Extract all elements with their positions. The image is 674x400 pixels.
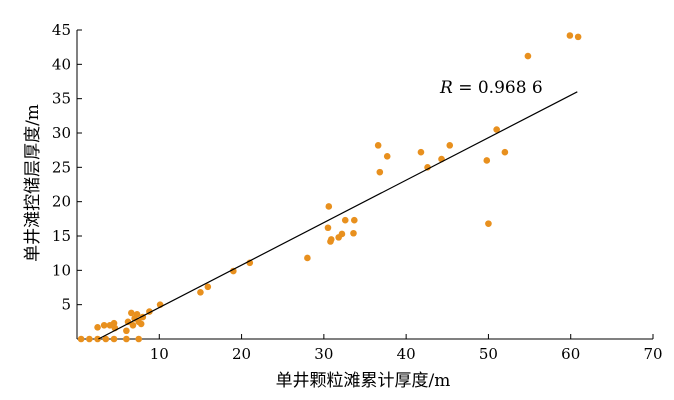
data-point: [135, 335, 143, 343]
ticks: 10 20 30 40 50 60 70 5 10 15 20 25 30 35 40 45: [52, 21, 663, 363]
data-point: [197, 289, 204, 296]
y-tick-label: 45: [52, 21, 71, 39]
axes: [76, 30, 653, 340]
data-point: [86, 335, 93, 343]
data-point: [77, 335, 85, 343]
data-point: [327, 236, 335, 243]
correlation-symbol: R: [439, 78, 453, 98]
data-point: [350, 229, 357, 237]
data-point: [566, 32, 574, 39]
data-point: [129, 321, 137, 329]
data-point: [94, 335, 101, 343]
data-point: [128, 309, 135, 317]
data-point: [341, 216, 349, 224]
correlation-annotation: R = 0.968 6: [439, 78, 543, 98]
trendline-group: [98, 91, 578, 340]
y-axis-title: 单井滩控储层厚度/m: [23, 104, 43, 262]
y-tick-label: 25: [52, 158, 71, 176]
data-point: [304, 254, 311, 262]
data-point: [574, 33, 582, 41]
x-tick-label: 40: [397, 345, 416, 363]
data-point: [100, 321, 108, 329]
data-point: [137, 320, 145, 328]
data-point: [110, 335, 118, 343]
data-point: [446, 142, 454, 149]
data-point: [338, 230, 346, 238]
x-tick-label: 60: [561, 345, 580, 363]
data-point: [493, 126, 500, 133]
data-point: [383, 153, 391, 160]
data-point: [524, 52, 532, 60]
data-point: [123, 327, 130, 335]
x-tick-label: 50: [479, 345, 498, 363]
x-axis-title: 单井颗粒滩累计厚度/m: [276, 371, 451, 391]
correlation-value: = 0.968 6: [453, 78, 543, 98]
data-point: [94, 324, 101, 331]
y-tick-label: 40: [52, 55, 71, 73]
data-point: [374, 142, 382, 149]
data-point: [102, 335, 110, 343]
y-tick-label: 15: [52, 227, 71, 245]
x-tick-label: 70: [643, 345, 662, 363]
x-tick-label: 30: [314, 345, 333, 363]
y-tick-label: 10: [52, 261, 71, 279]
data-point: [123, 335, 130, 343]
data-point: [424, 164, 431, 171]
trendline: [98, 91, 578, 340]
y-tick-label: 30: [52, 124, 71, 142]
y-tick-label: 5: [61, 296, 71, 314]
data-point: [501, 148, 509, 156]
data-point: [204, 283, 212, 291]
data-point: [417, 148, 425, 156]
x-tick-label: 10: [150, 345, 169, 363]
data-point: [376, 168, 384, 176]
x-tick-label: 20: [232, 345, 251, 363]
data-point: [324, 224, 332, 232]
data-point: [325, 203, 333, 210]
data-point: [485, 220, 492, 227]
y-tick-label: 20: [52, 193, 71, 211]
data-point: [133, 310, 141, 318]
data-point: [230, 267, 237, 275]
data-point: [351, 216, 358, 224]
data-point: [483, 157, 491, 164]
y-tick-label: 35: [52, 90, 71, 108]
